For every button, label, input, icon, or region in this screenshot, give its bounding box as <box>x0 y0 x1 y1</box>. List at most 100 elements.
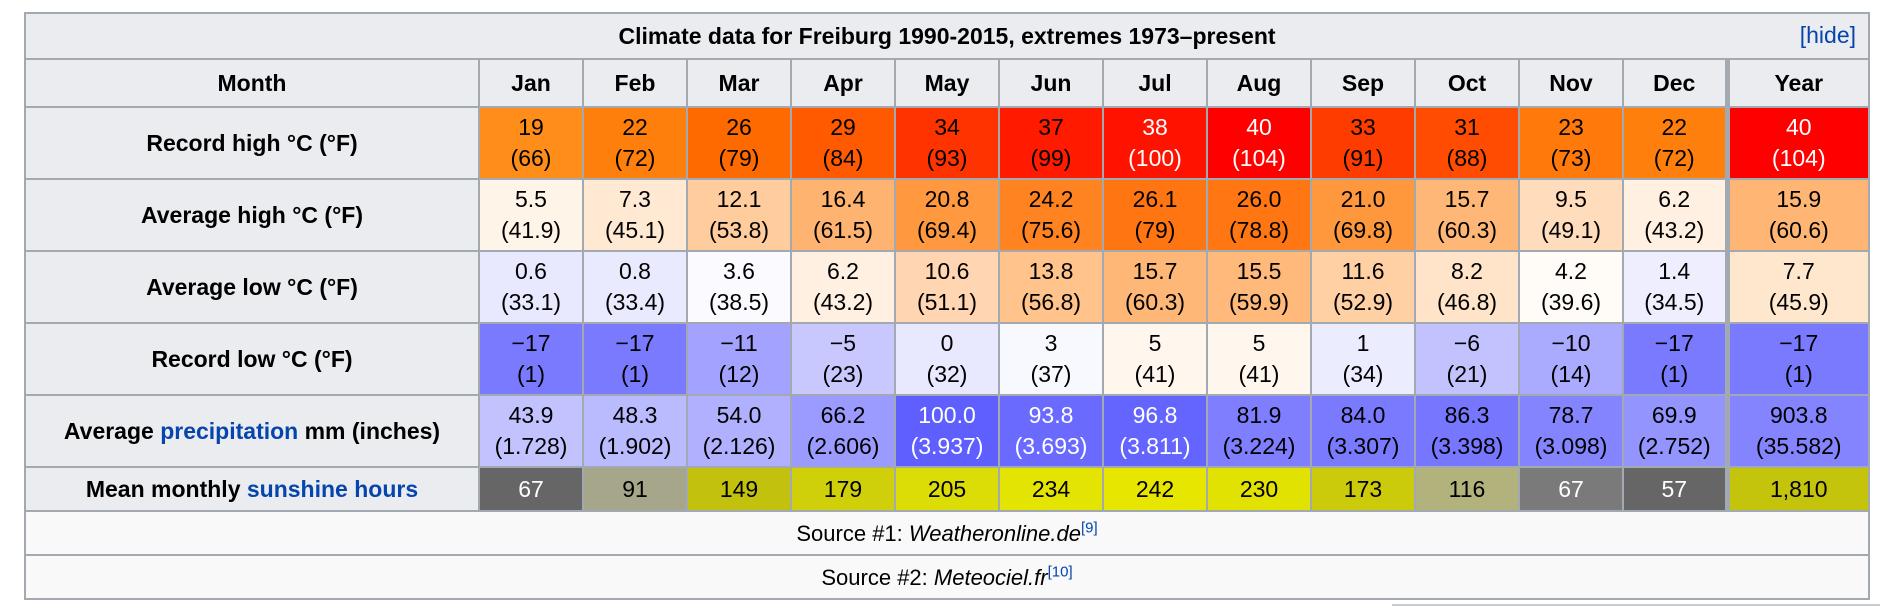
imperial-value: (2.126) <box>702 433 776 459</box>
metric-value: 22 <box>1661 114 1688 140</box>
metric-value: 5 <box>1148 330 1162 356</box>
metric-value: 5.5 <box>515 186 547 212</box>
table-row: Average low °C (°F) 0.6 (33.1) 0.8 (33.4) 3.6… <box>24 250 1871 324</box>
metric-value: 81.9 <box>1236 402 1282 428</box>
data-cell: 40 (104) <box>1724 106 1871 180</box>
data-cell: 15.5 (59.9) <box>1206 250 1312 324</box>
data-cell: 15.7 (60.3) <box>1102 250 1208 324</box>
imperial-value: (1.728) <box>494 433 568 459</box>
metric-value: 69.9 <box>1651 402 1697 428</box>
imperial-value: (104) <box>1232 145 1286 171</box>
month-header-nov: Nov <box>1518 58 1624 108</box>
sunshine-cell: 230 <box>1206 466 1312 512</box>
row-label: Record high °C (°F) <box>24 106 480 180</box>
metric-value: 7.3 <box>619 186 651 212</box>
metric-value: 40 <box>1785 114 1812 140</box>
imperial-value: (3.398) <box>1430 433 1504 459</box>
hide-link[interactable]: hide <box>1806 22 1850 48</box>
metric-value: 7.7 <box>1782 258 1815 284</box>
sunshine-hours-link[interactable]: sunshine hours <box>246 475 419 502</box>
metric-value: 1 <box>1356 330 1370 356</box>
data-cell: 7.3 (45.1) <box>582 178 688 252</box>
imperial-value: (43.2) <box>1644 217 1705 243</box>
sunshine-cell: 67 <box>1518 466 1624 512</box>
metric-value: 4.2 <box>1555 258 1587 284</box>
row-label: Average high °C (°F) <box>24 178 480 252</box>
sunshine-cell: 149 <box>686 466 792 512</box>
imperial-value: (3.224) <box>1222 433 1296 459</box>
precipitation-link[interactable]: precipitation <box>160 417 299 444</box>
data-cell: 10.6 (51.1) <box>894 250 1000 324</box>
next-box-edge <box>1392 604 1880 610</box>
metric-value: 86.3 <box>1444 402 1490 428</box>
data-cell: 26 (79) <box>686 106 792 180</box>
data-cell: 86.3 (3.398) <box>1414 394 1520 468</box>
reference-link[interactable]: [10] <box>1047 563 1073 581</box>
metric-value: 8.2 <box>1451 258 1483 284</box>
month-header-jul: Jul <box>1102 58 1208 108</box>
reference-marker: [9] <box>1081 519 1098 536</box>
imperial-value: (41.9) <box>500 217 562 243</box>
data-cell: 26.1 (79) <box>1102 178 1208 252</box>
data-cell: 8.2 (46.8) <box>1414 250 1520 324</box>
metric-value: 6.2 <box>1658 186 1691 212</box>
data-cell: 3 (37) <box>998 322 1104 396</box>
data-cell: 5 (41) <box>1102 322 1208 396</box>
metric-value: 13.8 <box>1028 258 1074 284</box>
month-header-sep: Sep <box>1310 58 1416 108</box>
data-cell: 20.8 (69.4) <box>894 178 1000 252</box>
table-row: Average high °C (°F) 5.5 (41.9) 7.3 (45.1) 12… <box>24 178 1871 252</box>
metric-value: 84.0 <box>1340 402 1386 428</box>
row-label: Average precipitation mm (inches) <box>24 394 480 468</box>
metric-value: 3 <box>1044 330 1058 356</box>
data-cell: 23 (73) <box>1518 106 1624 180</box>
data-cell: 48.3 (1.902) <box>582 394 688 468</box>
data-cell: 26.0 (78.8) <box>1206 178 1312 252</box>
imperial-value: (3.811) <box>1119 433 1191 459</box>
data-cell: 78.7 (3.098) <box>1518 394 1624 468</box>
data-cell: 4.2 (39.6) <box>1518 250 1624 324</box>
data-cell: 3.6 (38.5) <box>686 250 792 324</box>
imperial-value: (35.582) <box>1755 433 1842 459</box>
table-caption-row: Climate data for Freiburg 1990-2015, ext… <box>23 12 1871 60</box>
data-cell: 93.8 (3.693) <box>998 394 1104 468</box>
metric-value: 11.6 <box>1341 258 1385 284</box>
data-cell: 37 (99) <box>998 106 1104 180</box>
imperial-value: (49.1) <box>1540 217 1602 243</box>
imperial-value: (2.752) <box>1637 433 1711 459</box>
metric-value: 34 <box>934 114 960 140</box>
month-header-jan: Jan <box>478 58 584 108</box>
reference-link[interactable]: [9] <box>1080 519 1098 537</box>
metric-value: 38 <box>1142 114 1168 140</box>
metric-value: 26.1 <box>1132 186 1178 212</box>
data-cell: 66.2 (2.606) <box>790 394 896 468</box>
imperial-value: (84) <box>822 145 864 171</box>
imperial-value: (56.8) <box>1020 289 1082 315</box>
imperial-value: (60.3) <box>1124 289 1186 315</box>
metric-value: −11 <box>720 330 758 356</box>
imperial-value: (69.4) <box>916 217 978 243</box>
data-cell: 0.8 (33.4) <box>582 250 688 324</box>
metric-value: 0.8 <box>619 258 651 284</box>
imperial-value: (1) <box>1784 361 1813 387</box>
metric-value: 3.6 <box>723 258 755 284</box>
imperial-value: (100) <box>1128 145 1182 171</box>
metric-value: 23 <box>1558 114 1584 140</box>
metric-value: 15.5 <box>1236 258 1282 284</box>
month-header-mar: Mar <box>686 58 792 108</box>
imperial-value: (3.937) <box>910 433 984 459</box>
data-cell: 15.9 (60.6) <box>1724 178 1871 252</box>
metric-value: 0.6 <box>515 258 547 284</box>
metric-value: 15.7 <box>1444 186 1490 212</box>
sunshine-cell: 234 <box>998 466 1104 512</box>
imperial-value: (66) <box>510 145 552 171</box>
metric-value: 93.8 <box>1028 402 1074 428</box>
data-cell: −10 (14) <box>1518 322 1624 396</box>
sunshine-cell: 67 <box>478 466 584 512</box>
imperial-value: (12) <box>718 361 760 387</box>
data-cell: −17 (1) <box>478 322 584 396</box>
imperial-value: (33.4) <box>604 289 666 315</box>
data-cell: 9.5 (49.1) <box>1518 178 1624 252</box>
data-cell: 7.7 (45.9) <box>1724 250 1871 324</box>
imperial-value: (99) <box>1030 145 1072 171</box>
